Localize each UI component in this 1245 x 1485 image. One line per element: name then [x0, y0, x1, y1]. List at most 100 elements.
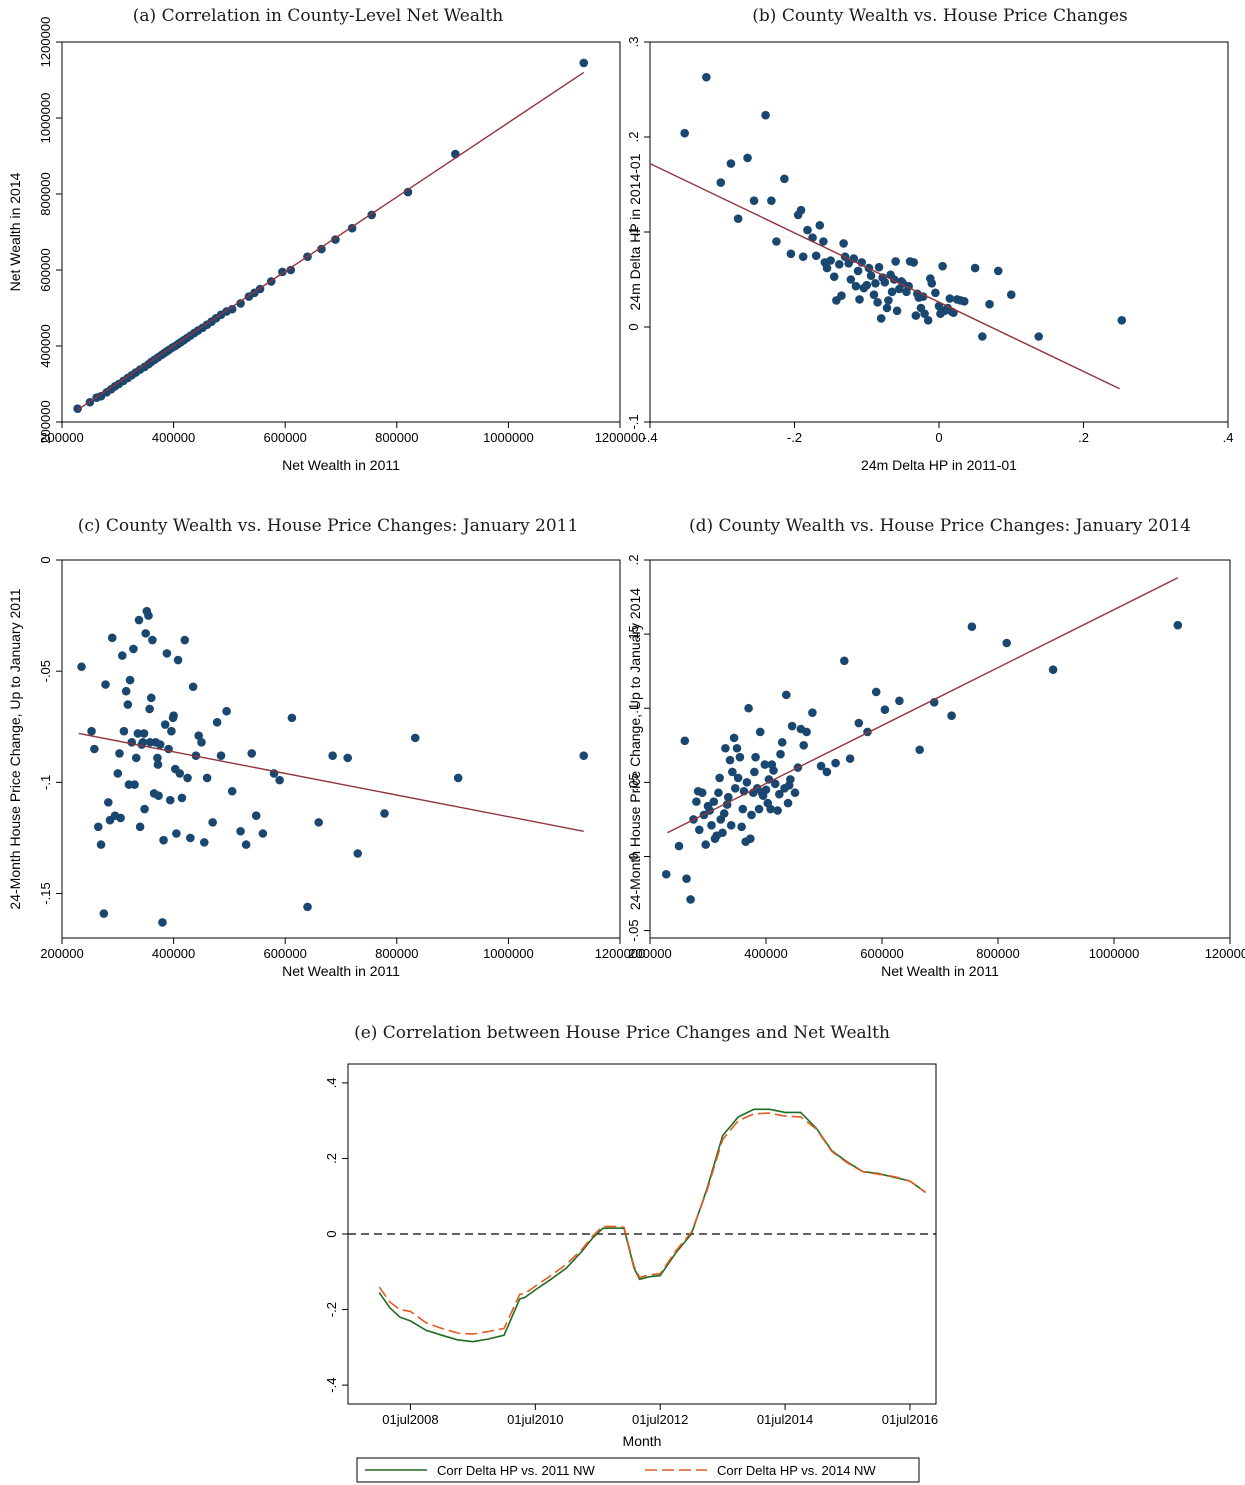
data-point: [826, 256, 835, 265]
data-point: [760, 760, 770, 769]
x-tick-label: 600000: [264, 946, 307, 961]
fit-line: [77, 71, 585, 411]
data-point: [733, 773, 743, 783]
data-point: [104, 798, 113, 807]
x-tick-label: 1000000: [1089, 946, 1140, 961]
data-point: [286, 265, 296, 275]
fit-line: [78, 732, 584, 832]
data-point: [158, 918, 167, 927]
data-point: [783, 798, 793, 808]
x-tick-label: 0: [935, 430, 942, 445]
data-point: [247, 749, 257, 758]
legend-label: Corr Delta HP vs. 2014 NW: [717, 1463, 876, 1478]
data-point: [719, 809, 729, 818]
data-point: [726, 159, 736, 168]
data-point: [790, 788, 800, 798]
data-point: [892, 306, 902, 316]
data-point: [855, 295, 864, 304]
data-point: [188, 682, 198, 692]
data-point: [780, 174, 789, 184]
data-point: [115, 749, 124, 758]
data-point: [403, 187, 413, 197]
chart-title: (c) County Wealth vs. House Price Change…: [78, 516, 579, 536]
data-point: [702, 72, 711, 82]
y-tick-label: .1: [626, 227, 641, 238]
data-point: [733, 214, 743, 223]
data-point: [730, 783, 740, 793]
data-point: [343, 753, 352, 763]
data-point: [766, 804, 775, 814]
data-point: [119, 726, 129, 736]
data-point: [155, 740, 165, 749]
chart-title: (a) Correlation in County-Level Net Weal…: [133, 6, 503, 26]
data-point: [451, 149, 460, 159]
x-tick-label: 200000: [628, 946, 671, 961]
data-point: [744, 703, 753, 713]
data-point: [816, 761, 826, 771]
x-tick-label: 600000: [860, 946, 903, 961]
x-tick-label: -.4: [642, 430, 657, 445]
data-point: [822, 767, 832, 777]
chart-title: (b) County Wealth vs. House Price Change…: [752, 6, 1127, 26]
data-point: [236, 299, 245, 308]
data-point: [303, 902, 312, 912]
data-point: [1048, 665, 1058, 674]
data-point: [697, 788, 707, 798]
x-tick-label: 600000: [264, 430, 307, 445]
chart-panel-c: (c) County Wealth vs. House Price Change…: [7, 516, 645, 979]
data-point: [1034, 332, 1044, 341]
data-point: [317, 244, 326, 254]
data-point: [819, 237, 828, 246]
data-point: [139, 729, 149, 738]
data-point: [743, 153, 752, 163]
data-point: [970, 263, 980, 273]
data-point: [767, 196, 776, 205]
data-point: [1117, 316, 1127, 325]
data-point: [241, 840, 251, 849]
data-point: [121, 686, 131, 696]
data-point: [90, 744, 99, 754]
data-point: [145, 704, 154, 714]
y-tick-label: 400000: [38, 324, 53, 367]
data-point: [197, 738, 206, 747]
data-point: [251, 811, 261, 821]
data-point: [729, 733, 739, 743]
data-point: [874, 262, 884, 272]
data-point: [177, 793, 187, 803]
x-tick-label: -.2: [787, 430, 802, 445]
data-point: [770, 779, 780, 789]
fit-line: [667, 577, 1179, 834]
data-point: [175, 769, 185, 778]
x-tick-label: 01jul2010: [507, 1412, 563, 1427]
data-point: [216, 751, 226, 760]
data-point: [891, 257, 900, 266]
data-point: [99, 909, 109, 918]
plot-area: [649, 559, 1231, 939]
data-point: [851, 281, 861, 291]
data-point: [854, 718, 864, 728]
x-axis-label: Net Wealth in 2011: [282, 457, 400, 473]
x-tick-label: 01jul2014: [757, 1412, 813, 1427]
x-tick-label: 1000000: [483, 430, 534, 445]
legend-box: [356, 1457, 920, 1483]
data-point: [750, 767, 759, 777]
y-tick-label: 0: [38, 556, 53, 563]
data-layer: [77, 606, 589, 927]
data-point: [846, 275, 856, 284]
data-point: [169, 711, 178, 720]
data-point: [880, 705, 890, 715]
data-point: [931, 288, 940, 298]
data-point: [113, 769, 123, 778]
data-point: [911, 311, 921, 320]
chart-panel-e: (e) Correlation between House Price Chan…: [324, 1023, 938, 1483]
data-point: [993, 266, 1003, 276]
x-axis-label: Net Wealth in 2011: [282, 963, 400, 979]
data-point: [761, 785, 771, 795]
data-point: [1006, 290, 1016, 300]
y-tick-label: -.1: [626, 414, 641, 429]
data-point: [172, 829, 181, 838]
chart-panel-b: (b) County Wealth vs. House Price Change…: [626, 6, 1233, 473]
data-point: [724, 792, 733, 802]
data-point: [718, 828, 727, 838]
data-point: [101, 680, 110, 689]
